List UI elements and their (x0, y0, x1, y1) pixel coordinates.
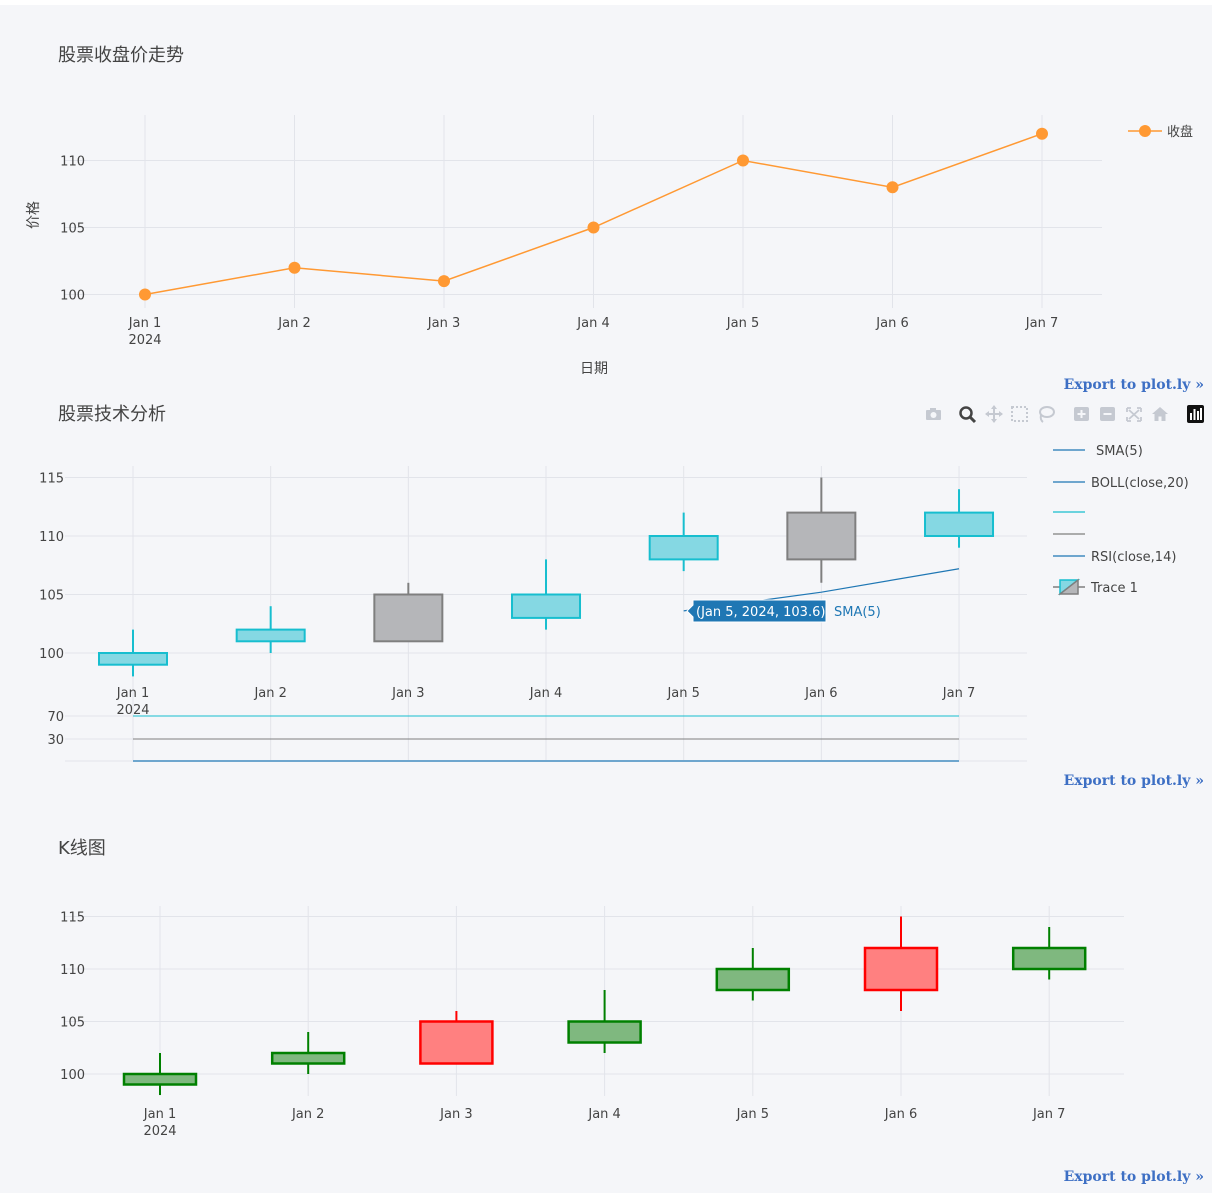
legend-candle-down (1057, 578, 1079, 595)
zoom-icon[interactable] (958, 403, 978, 425)
x-tick-label: Jan 3 (427, 316, 460, 331)
candle-body (786, 511, 857, 561)
candle-body (122, 1072, 198, 1086)
data-point (886, 181, 899, 194)
hover-label: (Jan 5, 2024, 103.6) (696, 605, 825, 620)
x-tick-label: Jan 1 2024 (143, 1107, 177, 1139)
kline-chart-panel: K线图 100 105 110 115 Jan 1 2024 Jan 2 Jan 3 Jan 4… (0, 796, 1212, 1193)
y-tick-label: 110 (39, 530, 64, 545)
x-tick-label: Jan 2 (291, 1107, 324, 1122)
candle-body (373, 593, 444, 643)
sub-y-tick-label: 30 (47, 733, 64, 748)
x-tick-label: Jan 6 (875, 316, 908, 331)
x-tick-label: Jan 2 (253, 686, 286, 701)
x-tick-label: Jan 4 (587, 1107, 620, 1122)
data-point (1036, 127, 1048, 140)
y-tick-label: 110 (60, 155, 85, 170)
y-tick-label: 110 (60, 963, 85, 978)
chart-title: K线图 (58, 838, 106, 859)
export-link[interactable]: Export to plot.ly » (1063, 773, 1204, 789)
camera-icon[interactable] (924, 403, 944, 425)
x-tick-label: Jan 5 (726, 316, 759, 331)
y-tick-label: 100 (60, 1068, 85, 1083)
x-tick-label: Jan 5 (736, 1107, 769, 1122)
y-tick-label: 115 (39, 472, 64, 487)
legend-marker (1139, 125, 1151, 137)
autoscale-icon[interactable] (1124, 403, 1144, 425)
x-tick-label: Jan 7 (942, 686, 975, 701)
plotly-logo-icon[interactable] (1186, 403, 1206, 425)
x-tick-label: Jan 6 (804, 686, 837, 701)
chart-title: 股票技术分析 (58, 404, 166, 425)
legend-label: BOLL(close,20) (1091, 476, 1189, 491)
x-tick-label: Jan 1 2024 (116, 686, 150, 718)
y-tick-label: 115 (60, 911, 85, 926)
x-tick-label: Jan 5 (666, 686, 699, 701)
box-select-icon[interactable] (1010, 403, 1030, 425)
x-axis-title: 日期 (580, 361, 608, 377)
x-tick-label: Jan 6 (884, 1107, 917, 1122)
chart-title: 股票收盘价走势 (58, 45, 184, 66)
closing-price-chart-panel: 股票收盘价走势 100 105 110 Jan 1 2024 Jan 2 Jan 3 Jan … (0, 5, 1212, 400)
export-link[interactable]: Export to plot.ly » (1063, 377, 1204, 393)
x-tick-label: Jan 7 (1032, 1107, 1065, 1122)
candle-body (270, 1051, 346, 1065)
x-tick-label: Jan 7 (1025, 316, 1058, 331)
modebar (920, 403, 1210, 427)
data-point (288, 261, 301, 274)
x-tick-label: Jan 1 2024 (128, 316, 162, 348)
hover-trace-name: SMA(5) (834, 605, 881, 620)
y-tick-label: 105 (39, 589, 64, 604)
lasso-icon[interactable] (1036, 403, 1056, 425)
candle-body (1011, 946, 1087, 971)
legend-label: Trace 1 (1090, 581, 1138, 596)
zoom-out-icon[interactable] (1098, 403, 1118, 425)
kline-chart[interactable]: 100 105 110 115 Jan 1 2024 Jan 2 Jan 3 Jan 4 Jan … (0, 796, 1212, 1193)
y-axis-title: 价格 (26, 201, 42, 229)
x-tick-label: Jan 3 (391, 686, 424, 701)
export-link[interactable]: Export to plot.ly » (1063, 1169, 1204, 1185)
sub-y-tick-label: 70 (47, 710, 64, 725)
candle-body (511, 593, 582, 619)
technical-analysis-panel: 股票技术分析 100 105 110 115 Jan (0, 400, 1212, 796)
data-point (438, 275, 450, 288)
candle-body (235, 628, 306, 643)
y-tick-label: 100 (39, 647, 64, 662)
candle-body (648, 535, 719, 561)
x-tick-label: Jan 4 (529, 686, 562, 701)
data-point (737, 154, 749, 167)
closing-price-chart[interactable]: 100 105 110 Jan 1 2024 Jan 2 Jan 3 Jan 4 Jan 5 Ja… (0, 5, 1212, 400)
candle-body (98, 652, 168, 666)
hover-tooltip (686, 599, 827, 623)
candle-body (567, 1020, 642, 1044)
x-tick-label: Jan 4 (576, 316, 609, 331)
data-point (139, 288, 151, 301)
y-tick-label: 105 (60, 222, 85, 237)
candle-body (715, 967, 791, 992)
legend-label: 收盘 (1167, 124, 1193, 140)
data-point (587, 221, 600, 234)
zoom-in-icon[interactable] (1072, 403, 1092, 425)
x-tick-label: Jan 3 (439, 1107, 472, 1122)
y-tick-label: 100 (60, 289, 85, 304)
pan-icon[interactable] (984, 403, 1004, 425)
reset-axes-icon[interactable] (1150, 403, 1170, 425)
candle-body (863, 946, 939, 992)
technical-analysis-chart[interactable]: 100 105 110 115 Jan 1 2024 Jan 2 Jan 3 Jan 4 Jan … (0, 400, 1212, 796)
candle-body (419, 1020, 494, 1065)
legend-label: RSI(close,14) (1091, 550, 1176, 565)
legend-label: SMA(5) (1096, 444, 1143, 459)
candle-body (924, 511, 995, 537)
y-tick-label: 105 (60, 1016, 85, 1031)
x-tick-label: Jan 2 (277, 316, 310, 331)
